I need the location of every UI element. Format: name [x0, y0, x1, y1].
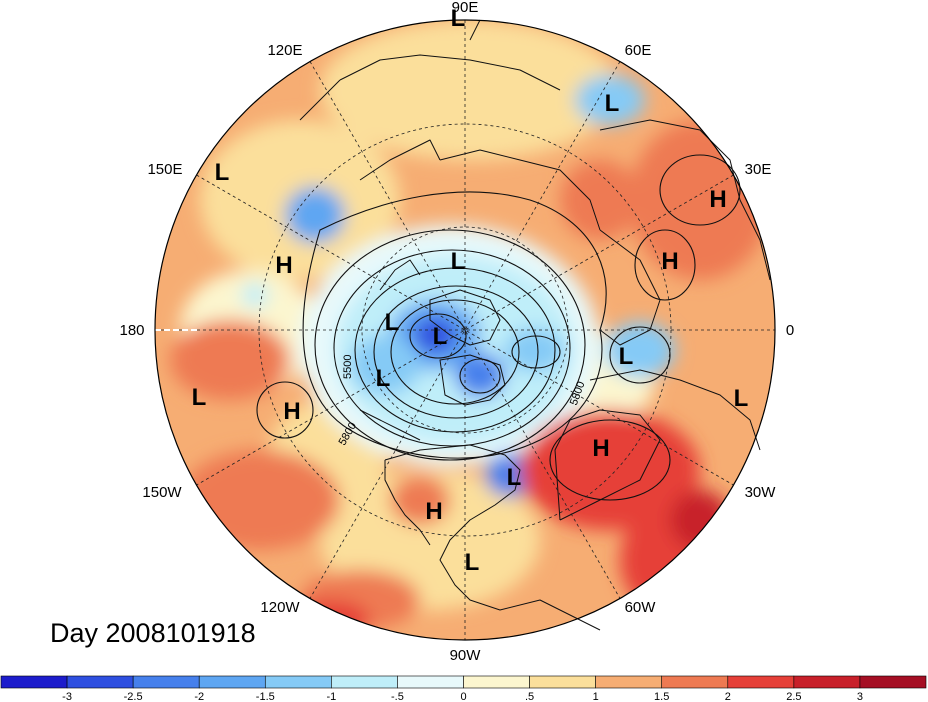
colorbar-box	[859, 675, 927, 689]
lon-label: 150W	[142, 484, 182, 501]
colorbar-box	[331, 675, 398, 689]
pressure-center-label: L	[385, 309, 400, 336]
pressure-center-label: H	[709, 186, 726, 213]
colorbar-box	[198, 675, 266, 689]
colorbar-tick-label: -3	[62, 691, 72, 702]
pressure-center-label: L	[192, 384, 207, 411]
lon-label: 90E	[452, 0, 479, 16]
colorbar: -3 -2.5 -2 -1.5 -1 -.5 0 .5 1 1.5 2 2.5 3	[0, 675, 927, 702]
colorbar-box	[463, 675, 530, 689]
colorbar-box	[397, 675, 464, 689]
pressure-center-label: L	[507, 464, 522, 491]
colorbar-tick-label: 1	[593, 691, 599, 702]
colorbar-tick-label: 2	[725, 691, 731, 702]
colorbar-tick-label: 3	[857, 691, 863, 702]
pressure-center-label: L	[619, 343, 634, 370]
colorbar-box	[0, 675, 68, 689]
colorbar-tick-label: -1	[326, 691, 336, 702]
pressure-center-label: H	[661, 248, 678, 275]
height-contours	[256, 154, 741, 501]
colorbar-box	[264, 675, 332, 689]
lon-label: 120W	[260, 599, 300, 616]
lon-label: 60E	[625, 42, 652, 59]
colorbar-tick-label: 2.5	[786, 691, 801, 702]
colorbar-box	[727, 675, 795, 689]
graticule	[155, 20, 775, 640]
lon-label: 30E	[745, 161, 772, 178]
colorbar-ticks: -3 -2.5 -2 -1.5 -1 -.5 0 .5 1 1.5 2 2.5 3	[62, 691, 863, 702]
pressure-center-label: L	[451, 5, 466, 32]
colorbar-box	[132, 675, 200, 689]
coastlines	[299, 19, 771, 631]
colorbar-box	[661, 675, 729, 689]
pressure-center-label: L	[376, 365, 391, 392]
colorbar-tick-label: 1.5	[654, 691, 669, 702]
colorbar-boxes	[0, 675, 927, 689]
longitude-labels: 90E 60E 30E 0 30W 60W 90W 120W 150W 180 …	[119, 0, 794, 664]
colorbar-tick-label: -1.5	[256, 691, 275, 702]
colorbar-box	[66, 675, 134, 689]
colorbar-tick-label: .5	[525, 691, 534, 702]
map-boundary	[154, 19, 776, 641]
colorbar-tick-label: -2	[194, 691, 204, 702]
pressure-center-label: H	[425, 498, 442, 525]
pressure-center-label: H	[275, 252, 292, 279]
pressure-center-label: L	[465, 549, 480, 576]
map-title: Day 2008101918	[50, 618, 256, 648]
lon-label: 120E	[267, 42, 302, 59]
contour-label: 5500	[342, 355, 354, 379]
pressure-center-label: L	[215, 159, 230, 186]
pressure-center-label: L	[734, 385, 749, 412]
colorbar-box	[529, 675, 596, 689]
lon-label: 0	[786, 322, 794, 339]
lon-label: 30W	[745, 484, 777, 501]
colorbar-tick-label: 0	[460, 691, 466, 702]
colorbar-tick-label: -2.5	[124, 691, 143, 702]
pressure-center-label: L	[451, 248, 466, 275]
colorbar-box	[793, 675, 861, 689]
pressure-center-label: H	[283, 398, 300, 425]
lon-label: 60W	[625, 599, 657, 616]
lon-label: 150E	[147, 161, 182, 178]
pressure-center-label: H	[592, 435, 609, 462]
lon-label: 180	[119, 322, 144, 339]
lon-label: 90W	[450, 647, 482, 664]
colorbar-tick-label: -.5	[391, 691, 404, 702]
colorbar-box	[595, 675, 663, 689]
pressure-center-label: L	[433, 323, 448, 350]
pressure-center-label: L	[605, 90, 620, 117]
pressure-centers: L L L H H L H L L L L L H L H L H L	[192, 5, 749, 576]
